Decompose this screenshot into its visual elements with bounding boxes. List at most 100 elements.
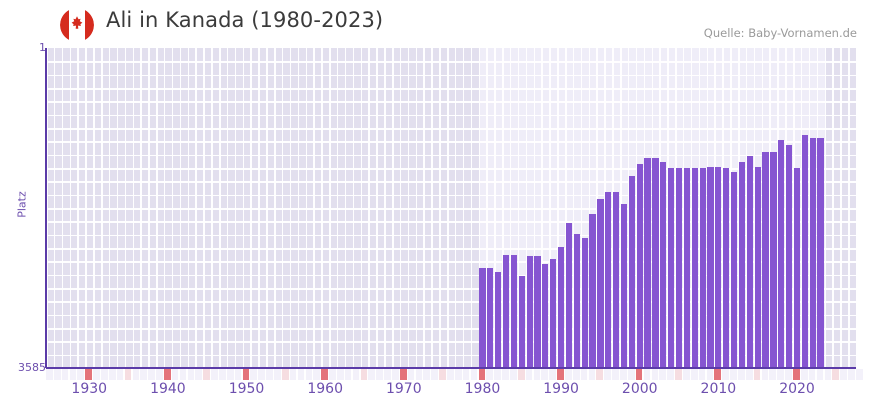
bar[interactable] bbox=[778, 139, 785, 368]
x-tick-cell bbox=[856, 369, 863, 380]
bar[interactable] bbox=[730, 172, 738, 368]
bar[interactable] bbox=[699, 168, 706, 368]
x-tick-minor bbox=[281, 369, 289, 380]
x-tick-major bbox=[478, 369, 486, 380]
horizontal-gridlines bbox=[46, 48, 856, 368]
x-axis-labels: 1930 1940 1950 1960 1970 1980 1990 2000 2010 2020 bbox=[0, 381, 873, 405]
bar[interactable] bbox=[644, 157, 651, 368]
x-tick-cell bbox=[219, 369, 226, 380]
bar[interactable] bbox=[691, 168, 698, 368]
x-tick-cell bbox=[61, 369, 69, 380]
bar[interactable] bbox=[502, 255, 510, 368]
bar[interactable] bbox=[589, 213, 596, 368]
x-tick-major bbox=[85, 369, 92, 380]
bar[interactable] bbox=[605, 191, 612, 368]
bar[interactable] bbox=[715, 166, 722, 368]
bar[interactable] bbox=[675, 167, 683, 368]
bar[interactable] bbox=[723, 167, 730, 368]
bar[interactable] bbox=[534, 255, 541, 368]
x-tick-cell bbox=[352, 369, 360, 380]
x-tick-cell bbox=[509, 369, 517, 380]
x-tick-cell bbox=[289, 369, 297, 380]
x-tick-cell bbox=[274, 369, 281, 380]
x-tick-cell bbox=[179, 369, 187, 380]
x-tick-cell bbox=[706, 369, 714, 380]
bar[interactable] bbox=[526, 255, 533, 368]
bar[interactable] bbox=[628, 175, 635, 368]
bar[interactable] bbox=[565, 222, 573, 368]
bar[interactable] bbox=[668, 168, 675, 368]
x-tick-cell bbox=[824, 369, 832, 380]
bar[interactable] bbox=[542, 263, 549, 368]
bar[interactable] bbox=[738, 161, 746, 368]
bar[interactable] bbox=[707, 166, 714, 368]
x-tick-cell bbox=[572, 369, 580, 380]
bar[interactable] bbox=[550, 259, 557, 368]
x-tick-cell bbox=[502, 369, 509, 380]
bar[interactable] bbox=[809, 138, 816, 368]
x-tick-cell bbox=[69, 369, 77, 380]
x-tick-minor bbox=[517, 369, 525, 380]
bar[interactable] bbox=[518, 276, 525, 368]
x-tick-cell bbox=[313, 369, 321, 380]
bar[interactable] bbox=[801, 134, 808, 368]
bar[interactable] bbox=[793, 167, 801, 368]
x-tick-minor bbox=[832, 369, 840, 380]
x-tick-cell bbox=[816, 369, 824, 380]
x-axis-tick-label: 1950 bbox=[228, 381, 265, 397]
x-tick-cell bbox=[604, 369, 611, 380]
bar[interactable] bbox=[817, 138, 824, 368]
x-tick-cell bbox=[785, 369, 792, 380]
bar[interactable] bbox=[557, 247, 565, 368]
x-axis-tick-label: 1960 bbox=[307, 381, 343, 397]
bar[interactable] bbox=[683, 167, 691, 368]
bar[interactable] bbox=[613, 191, 620, 368]
x-tick-cell bbox=[808, 369, 816, 380]
x-tick-cell bbox=[659, 369, 667, 380]
x-tick-major bbox=[242, 369, 250, 380]
x-axis-tick-label: 1930 bbox=[71, 381, 108, 397]
x-tick-cell bbox=[494, 369, 501, 380]
x-axis-tick-label: 2020 bbox=[779, 381, 815, 397]
x-tick-cell bbox=[77, 369, 85, 380]
bar[interactable] bbox=[620, 203, 628, 368]
x-tick-minor bbox=[675, 369, 682, 380]
x-tick-cell bbox=[336, 369, 344, 380]
bar[interactable] bbox=[770, 151, 777, 368]
x-tick-cell bbox=[565, 369, 572, 380]
bar[interactable] bbox=[762, 151, 769, 368]
x-tick-cell bbox=[738, 369, 745, 380]
bar[interactable] bbox=[495, 272, 502, 368]
x-tick-major bbox=[399, 369, 407, 380]
bar[interactable] bbox=[786, 145, 793, 368]
x-tick-minor bbox=[596, 369, 604, 380]
bar[interactable] bbox=[479, 268, 486, 368]
x-tick-cell bbox=[698, 369, 706, 380]
bar[interactable] bbox=[652, 157, 659, 368]
x-tick-cell bbox=[730, 369, 737, 380]
x-tick-cell bbox=[470, 369, 478, 380]
plot-area bbox=[46, 48, 856, 368]
bar[interactable] bbox=[581, 238, 588, 368]
bar[interactable] bbox=[660, 161, 667, 368]
bar[interactable] bbox=[754, 166, 761, 368]
bar[interactable] bbox=[597, 198, 604, 368]
x-tick-cell bbox=[305, 369, 313, 380]
x-tick-cell bbox=[297, 369, 305, 380]
x-axis-tick-label: 2000 bbox=[621, 381, 658, 397]
bar[interactable] bbox=[573, 234, 580, 368]
x-tick-cell bbox=[226, 369, 234, 380]
bar[interactable] bbox=[510, 255, 518, 368]
bar[interactable] bbox=[487, 268, 494, 368]
bar[interactable] bbox=[636, 163, 643, 368]
x-axis-tick-label: 1990 bbox=[543, 381, 579, 397]
x-tick-cell bbox=[101, 369, 108, 380]
x-tick-cell bbox=[258, 369, 265, 380]
x-tick-cell bbox=[541, 369, 549, 380]
x-tick-cell bbox=[848, 369, 855, 380]
x-tick-minor bbox=[753, 369, 761, 380]
x-tick-cell bbox=[462, 369, 470, 380]
x-tick-cell bbox=[368, 369, 376, 380]
bar[interactable] bbox=[746, 155, 753, 368]
